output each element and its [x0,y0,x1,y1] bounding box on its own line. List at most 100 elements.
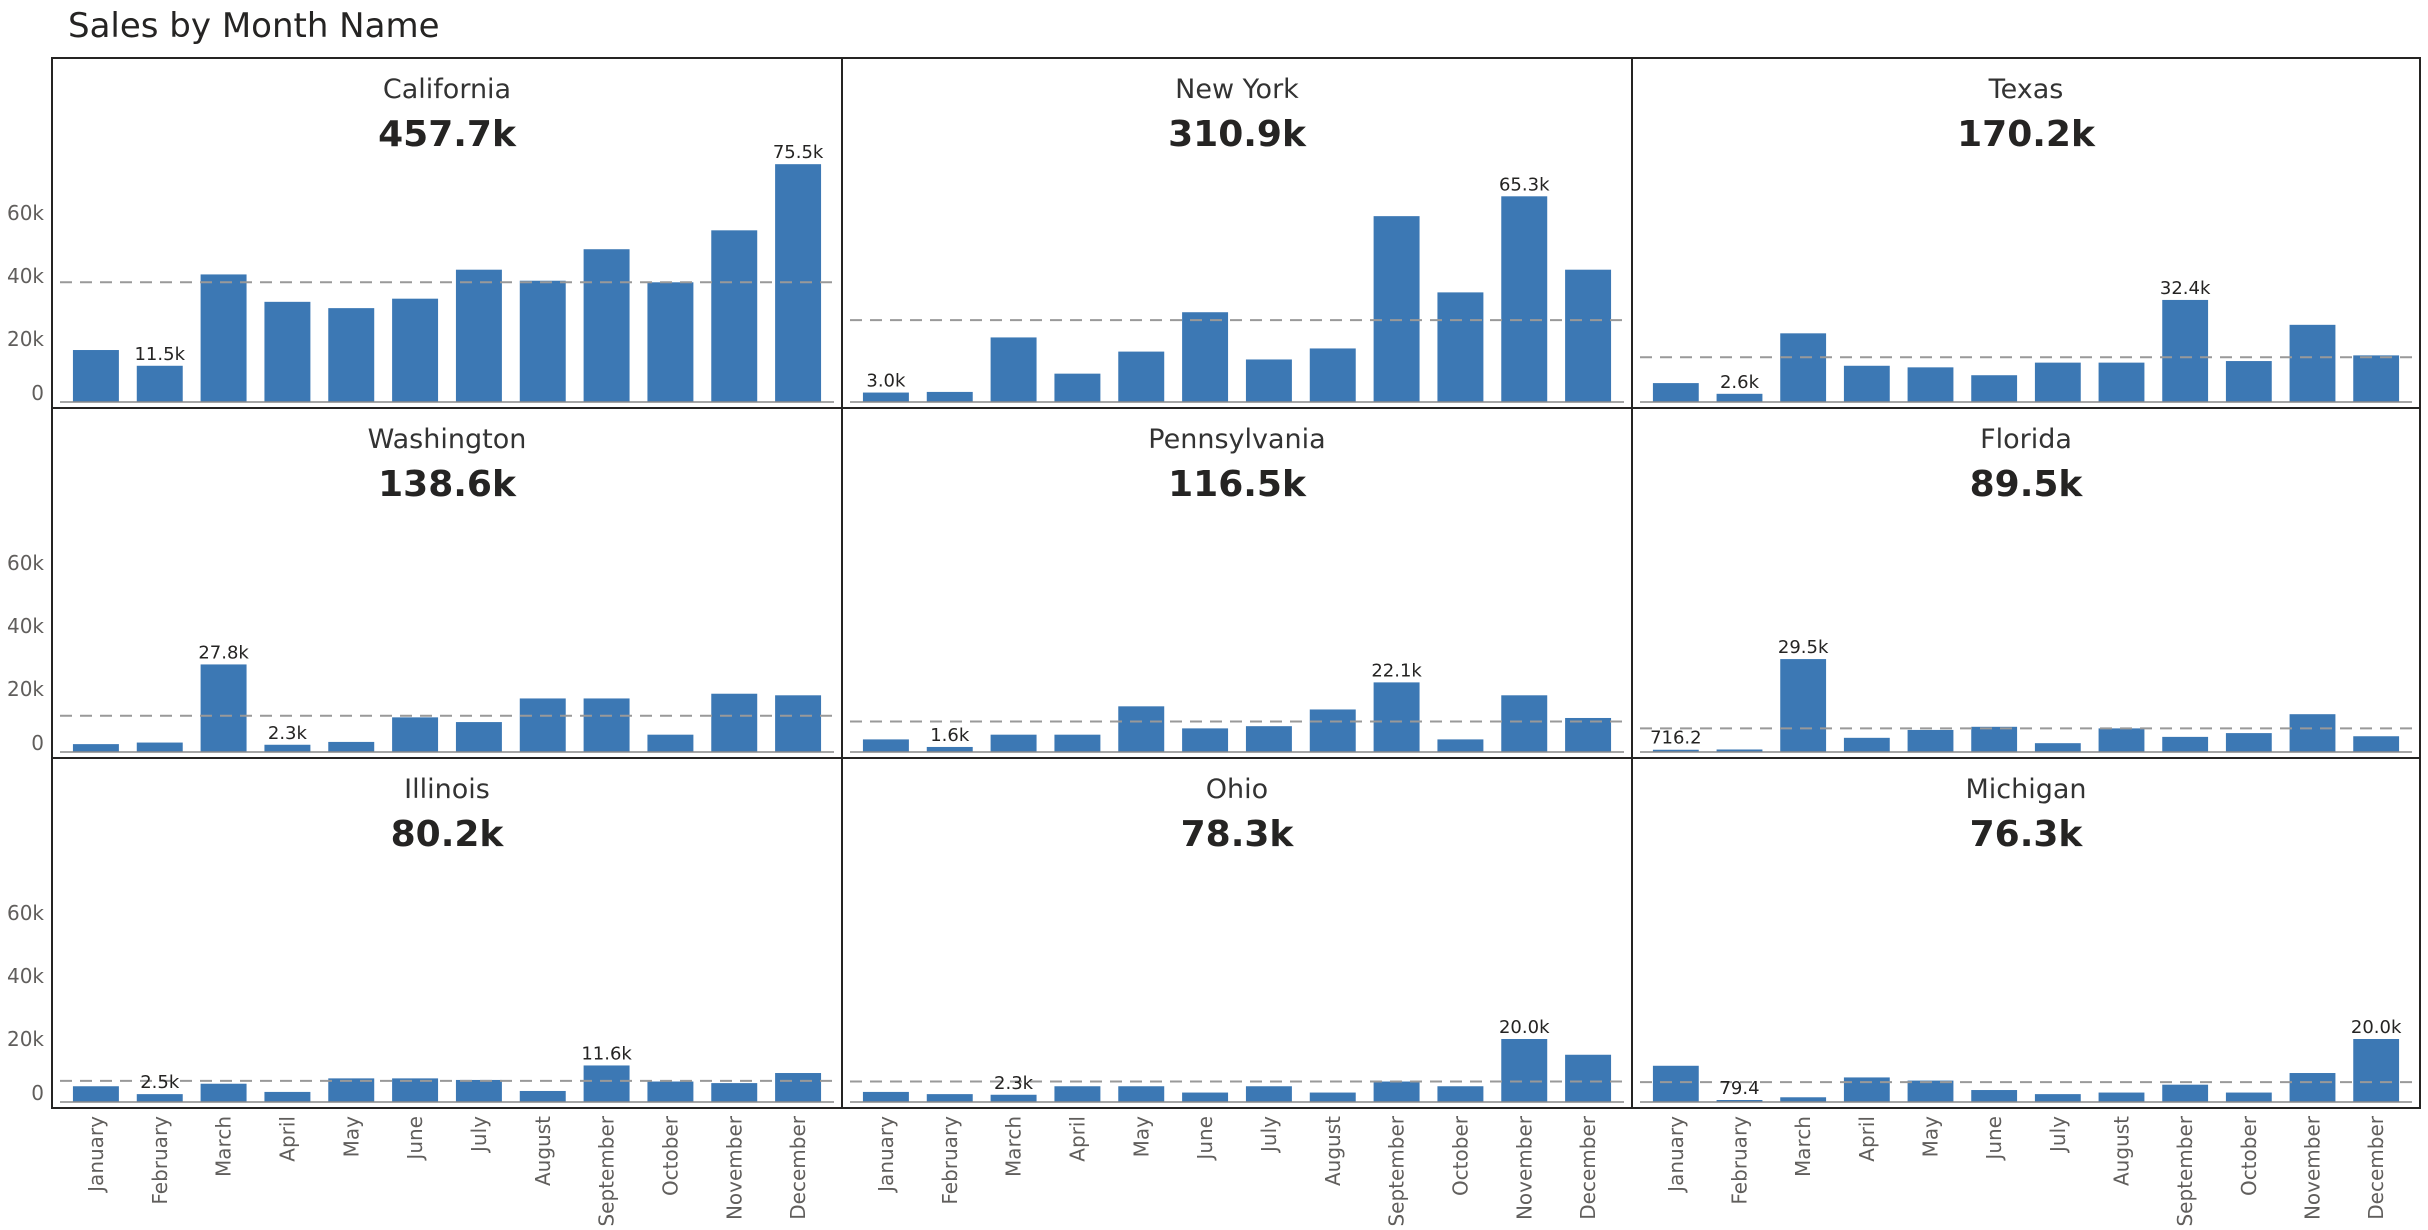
data-label: 1.6k [930,725,970,746]
bar-washington-september [583,698,630,752]
bar-new-york-october [1437,292,1484,402]
bar-washington-april [264,744,311,752]
bar-texas-april [1843,365,1890,402]
x-tick-label: July [467,1116,491,1154]
panel-title-florida: Florida [1980,424,2072,455]
bar-michigan-june [1971,1090,2018,1102]
bar-michigan-october [2225,1092,2272,1102]
panel-total-new-york: 310.9k [1168,114,1307,155]
bar-texas-january [1652,383,1699,402]
bar-ohio-august [1309,1092,1356,1102]
x-tick-label: May [1129,1116,1153,1158]
bar-michigan-may [1907,1080,1954,1102]
bar-texas-february [1716,393,1763,402]
x-tick-label: July [2046,1116,2070,1154]
bar-new-york-may [1118,351,1165,402]
x-tick-label: December [2364,1115,2388,1219]
bar-florida-october [2225,733,2272,752]
panel-title-michigan: Michigan [1965,774,2086,805]
bar-ohio-july [1245,1086,1292,1102]
panel-title-pennsylvania: Pennsylvania [1148,424,1325,455]
panel-illinois [51,757,843,1109]
x-tick-label: October [2237,1115,2261,1196]
x-tick-label: September [595,1115,619,1226]
bar-pennsylvania-august [1309,709,1356,752]
x-tick-label: November [722,1115,746,1220]
x-tick-label: April [1855,1116,1879,1162]
data-label: 27.8k [198,642,249,663]
bar-illinois-june [392,1078,439,1102]
x-tick-label: June [1193,1116,1217,1162]
data-label: 11.6k [581,1043,632,1064]
panel-title-illinois: Illinois [404,774,490,805]
bar-illinois-january [72,1086,119,1102]
x-tick-label: February [938,1116,962,1205]
bar-washington-february [136,742,183,752]
panel-title-texas: Texas [1988,74,2064,105]
x-tick-label: February [1728,1116,1752,1205]
bar-pennsylvania-april [1054,734,1101,752]
x-tick-label: January [1664,1116,1688,1194]
bar-illinois-september [583,1065,630,1102]
data-label: 2.5k [140,1072,180,1093]
x-tick-label: September [2173,1115,2197,1226]
panel-michigan [1631,757,2421,1109]
bar-florida-may [1907,729,1954,752]
bar-texas-june [1971,375,2018,402]
bar-michigan-november [2289,1073,2336,1102]
x-tick-label: July [1257,1116,1281,1154]
bar-new-york-september [1373,216,1420,402]
bar-illinois-march [200,1083,247,1102]
panel-title-ohio: Ohio [1206,774,1268,805]
bar-washington-october [647,734,694,752]
y-tick-label: 60k [7,901,44,925]
x-tick-label: August [1321,1116,1345,1186]
x-tick-label: June [1982,1116,2006,1162]
panel-title-california: California [383,74,511,105]
y-tick-label: 20k [7,1027,44,1051]
x-tick-label: August [531,1116,555,1186]
bar-pennsylvania-may [1118,706,1165,752]
bar-michigan-september [2162,1084,2209,1102]
x-tick-label: May [1919,1116,1943,1158]
x-tick-label: December [786,1115,810,1219]
bar-texas-september [2162,299,2209,402]
bar-california-september [583,249,630,402]
bar-california-june [392,298,439,402]
bar-california-november [711,230,758,402]
bar-new-york-july [1245,359,1292,402]
bar-texas-december [2353,355,2400,402]
x-tick-label: October [1448,1115,1472,1196]
bar-california-february [136,365,183,402]
bar-california-october [647,282,694,402]
y-tick-label: 40k [7,964,44,988]
bar-california-may [328,308,375,402]
panel-total-california: 457.7k [378,114,517,155]
bar-washington-june [392,717,439,752]
y-tick-label: 0 [31,381,44,405]
chart-title: Sales by Month Name [68,6,440,46]
x-tick-label: January [874,1116,898,1194]
bar-pennsylvania-march [990,734,1037,752]
bar-florida-november [2289,714,2336,752]
bar-texas-november [2289,324,2336,402]
data-label: 11.5k [134,344,185,365]
x-tick-label: March [1791,1116,1815,1177]
y-tick-label: 40k [7,614,44,638]
bar-michigan-february [1716,1100,1763,1102]
data-label: 2.3k [268,723,308,744]
bar-texas-august [2098,362,2145,402]
bar-texas-july [2034,362,2081,402]
panel-total-florida: 89.5k [1970,464,2084,505]
bar-california-march [200,274,247,402]
data-label: 65.3k [1499,174,1550,195]
x-tick-label: April [275,1116,299,1162]
bar-florida-august [2098,728,2145,752]
bar-michigan-april [1843,1077,1890,1102]
panel-total-michigan: 76.3k [1970,814,2084,855]
bar-illinois-july [455,1079,502,1102]
bar-washington-january [72,744,119,752]
bar-texas-march [1780,333,1827,402]
bar-michigan-july [2034,1094,2081,1102]
